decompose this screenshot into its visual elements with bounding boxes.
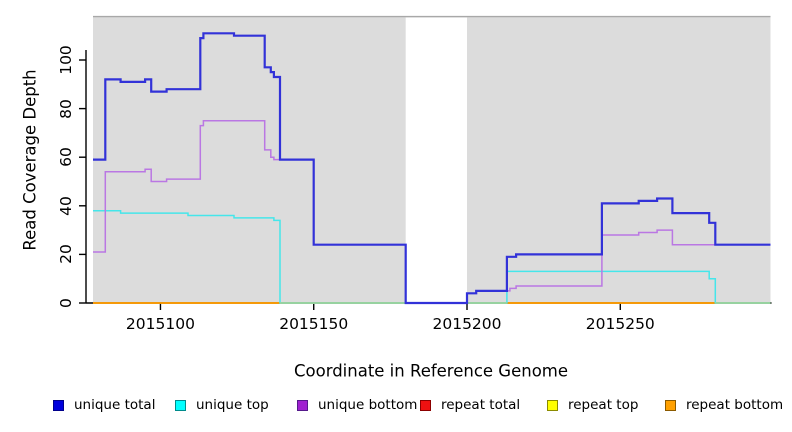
legend-label: repeat top <box>568 397 639 413</box>
y-tick-label: 20 <box>57 244 75 265</box>
legend-swatch-unique-total <box>53 399 64 411</box>
legend-item-unique-top: unique top <box>175 395 269 415</box>
y-tick-label: 80 <box>57 98 75 119</box>
legend-swatch-unique-bottom <box>297 399 308 411</box>
legend-label: unique total <box>74 397 156 413</box>
legend: unique total unique top unique bottom re… <box>0 395 792 417</box>
legend-item-repeat-bottom: repeat bottom <box>665 395 783 415</box>
y-tick-label: 0 <box>57 298 75 308</box>
y-tick-label: 100 <box>57 45 75 75</box>
x-tick-label: 2015250 <box>585 315 655 333</box>
legend-swatch-repeat-top <box>547 399 558 411</box>
legend-swatch-repeat-bottom <box>665 399 676 411</box>
x-tick-label: 2015150 <box>279 315 349 333</box>
legend-item-unique-bottom: unique bottom <box>297 395 417 415</box>
legend-label: repeat total <box>441 397 521 413</box>
legend-swatch-unique-top <box>175 399 186 411</box>
y-axis-title: Read Coverage Depth <box>20 69 40 251</box>
legend-label: unique bottom <box>318 397 418 413</box>
y-tick-label: 60 <box>57 147 75 168</box>
series-unique-total <box>93 32 771 305</box>
legend-item-repeat-top: repeat top <box>547 395 638 415</box>
legend-label: repeat bottom <box>686 397 784 413</box>
legend-item-repeat-total: repeat total <box>420 395 520 415</box>
x-tick-label: 2015100 <box>125 315 195 333</box>
legend-item-unique-total: unique total <box>53 395 155 415</box>
legend-label: unique top <box>196 397 269 413</box>
masked-region <box>405 17 468 303</box>
y-tick-label: 40 <box>57 195 75 216</box>
legend-swatch-repeat-total <box>420 399 431 411</box>
series-unique-top <box>93 209 771 304</box>
x-tick-label: 2015200 <box>432 315 502 333</box>
x-axis-title: Coordinate in Reference Genome <box>293 361 569 381</box>
